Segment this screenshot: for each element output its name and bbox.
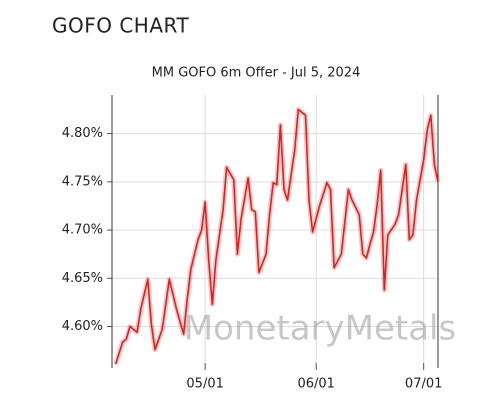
line: [114, 108, 439, 365]
x-tick-label: 07/01: [405, 377, 442, 392]
y-tick-label: 4.60%: [62, 319, 103, 334]
y-tick-label: 4.65%: [62, 271, 103, 286]
watermark: MonetaryMetals: [184, 309, 456, 349]
page-header: GOFO CHART: [52, 14, 189, 38]
y-tick-label: 4.75%: [62, 174, 103, 189]
chart-title: MM GOFO 6m Offer - Jul 5, 2024: [152, 66, 361, 81]
y-tick-label: 4.70%: [62, 223, 103, 238]
y-tick-label: 4.80%: [62, 126, 103, 141]
x-tick-label: 05/01: [186, 377, 223, 392]
x-tick-label: 06/01: [297, 377, 334, 392]
